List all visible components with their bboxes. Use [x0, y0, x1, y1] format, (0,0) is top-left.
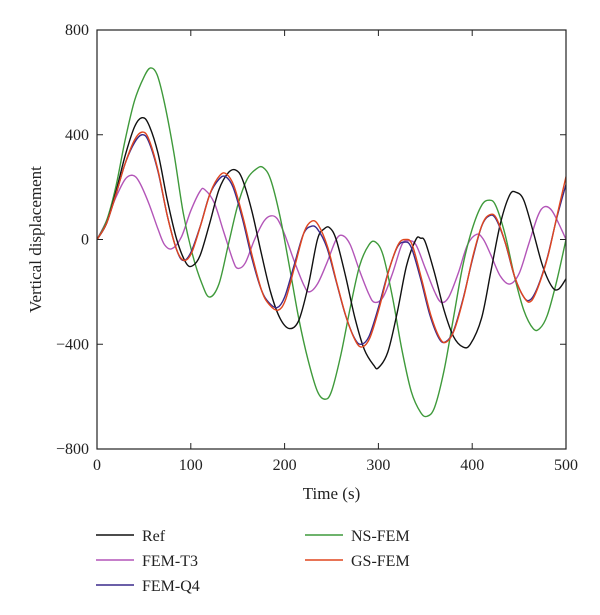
series-line-ns-fem — [97, 67, 566, 418]
legend-label-ns-fem: NS-FEM — [351, 528, 410, 545]
legend-label-fem-t3: FEM-T3 — [142, 553, 198, 570]
legend-label-gs-fem: GS-FEM — [351, 553, 410, 570]
x-tick-label: 200 — [273, 457, 297, 474]
axis-ticks: 0 100 200 300 400 500 −800 −400 0 400 800 — [56, 22, 578, 474]
series-line-ref — [97, 116, 566, 370]
x-tick-label: 100 — [179, 457, 203, 474]
series-line-gs-fem — [97, 131, 566, 348]
x-tick-label: 0 — [93, 457, 101, 474]
y-axis-title: Vertical displacement — [26, 166, 45, 313]
y-tick-label: 0 — [81, 232, 89, 249]
y-tick-label: −400 — [56, 336, 89, 353]
y-tick-label: 400 — [65, 127, 89, 144]
x-tick-label: 500 — [554, 457, 578, 474]
plot-area-frame — [96, 29, 567, 450]
series-line-fem-q4 — [97, 134, 566, 346]
x-axis-title: Time (s) — [303, 484, 360, 503]
legend-label-ref: Ref — [142, 528, 166, 545]
y-tick-label: 800 — [65, 22, 89, 39]
legend: Ref FEM-T3 FEM-Q4 NS-FEM GS-FEM — [96, 528, 410, 595]
x-tick-label: 300 — [366, 457, 390, 474]
series-line-fem-t3 — [97, 174, 566, 304]
legend-label-fem-q4: FEM-Q4 — [142, 578, 200, 595]
y-tick-label: −800 — [56, 441, 89, 458]
series-layer — [97, 67, 566, 418]
x-tick-label: 400 — [460, 457, 484, 474]
